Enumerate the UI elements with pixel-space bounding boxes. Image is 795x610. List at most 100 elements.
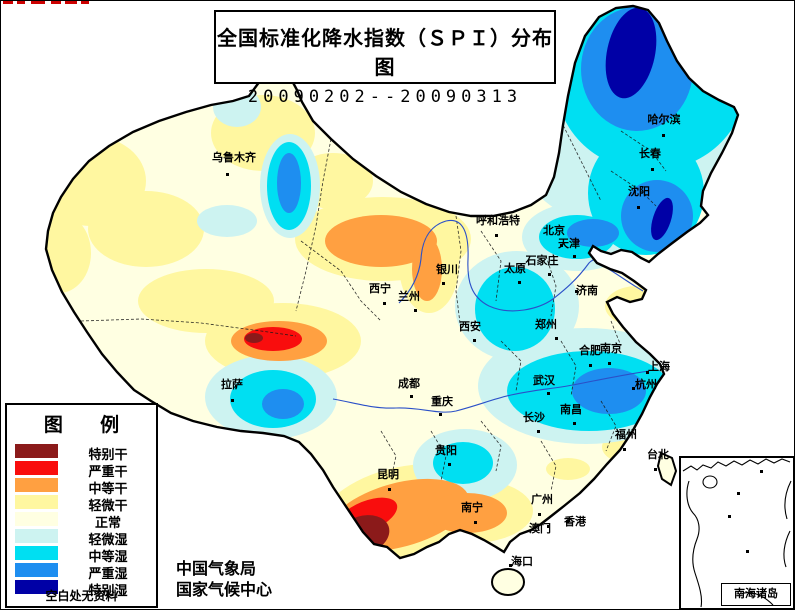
city-dot xyxy=(473,339,476,342)
color-swatch xyxy=(15,580,58,594)
city-dot xyxy=(538,513,541,516)
city-dot xyxy=(388,488,391,491)
legend-item-label: 严重干 xyxy=(88,464,128,479)
legend-item: 严重干 xyxy=(7,460,156,479)
city-dot xyxy=(560,244,563,247)
city-dot xyxy=(646,371,649,374)
footer-org: 中国气象局 国家气候中心 xyxy=(176,559,272,601)
legend-item: 中等干 xyxy=(7,477,156,496)
city-label: 太原 xyxy=(503,261,526,275)
city-dot xyxy=(608,362,611,365)
color-swatch xyxy=(15,529,58,543)
city-label: 重庆 xyxy=(431,394,453,408)
city-label: 上海 xyxy=(648,359,670,373)
legend-item: 特别干 xyxy=(7,443,156,462)
city-label: 台北 xyxy=(647,447,669,461)
city-dot xyxy=(495,234,498,237)
city-label: 香港 xyxy=(563,514,587,528)
city-label: 长沙 xyxy=(523,410,545,424)
legend-items: 特别干严重干 中等干轻微干 正常轻微湿 中等湿严重湿特别湿 xyxy=(7,443,156,598)
legend-item-label: 特别湿 xyxy=(88,583,128,598)
city-dot xyxy=(448,463,451,466)
map-title: 全国标准化降水指数（ＳＰＩ）分布图 xyxy=(217,28,553,79)
city-label: 济南 xyxy=(576,283,598,297)
city-dot xyxy=(410,395,413,398)
legend-box: 图 例 特别干严重干 中等干轻微干 正常轻微湿 中等湿严重湿特别湿 空白处无资料 xyxy=(5,403,158,608)
province-boundaries xyxy=(80,120,667,492)
city-label: 兰州 xyxy=(398,289,420,303)
city-dot xyxy=(537,430,540,433)
city-label: 福州 xyxy=(614,427,637,441)
city-label: 拉萨 xyxy=(221,377,243,391)
date-range: 20090202--20090313 xyxy=(247,87,523,107)
legend-item: 严重湿 xyxy=(7,562,156,581)
legend-title: 图 例 xyxy=(43,415,136,436)
city-dot xyxy=(662,134,665,137)
city-dot xyxy=(231,399,234,402)
city-label: 银川 xyxy=(436,262,458,276)
color-swatch xyxy=(15,478,58,492)
inset-label-box: 南海诸岛 xyxy=(721,583,791,606)
city-dot xyxy=(573,255,576,258)
city-dot xyxy=(547,525,550,528)
inset-label: 南海诸岛 xyxy=(734,588,778,600)
city-label: 成都 xyxy=(398,376,420,390)
legend-note: 空白处无资料 xyxy=(45,589,118,603)
city-dot xyxy=(442,282,445,285)
cropped-text-fragment xyxy=(3,1,89,4)
city-label: 乌鲁木齐 xyxy=(212,150,257,164)
city-label: 呼和浩特 xyxy=(476,213,520,227)
city-label: 长春 xyxy=(639,146,662,160)
city-label: 合肥 xyxy=(579,343,601,357)
city-label: 南昌 xyxy=(560,402,582,416)
city-dot xyxy=(651,168,654,171)
city-label: 南宁 xyxy=(461,500,483,514)
legend-item-label: 轻微湿 xyxy=(88,532,128,547)
city-label: 石家庄 xyxy=(525,253,559,267)
city-label: 广州 xyxy=(531,492,553,506)
city-dot xyxy=(623,448,626,451)
city-label: 哈尔滨 xyxy=(648,112,681,126)
city-dot xyxy=(654,468,657,471)
city-label: 杭州 xyxy=(635,377,657,391)
legend-item: 特别湿 xyxy=(7,579,156,598)
city-dot xyxy=(637,206,640,209)
legend-item-label: 轻微干 xyxy=(88,498,128,513)
city-dot xyxy=(414,309,417,312)
legend-item-label: 严重湿 xyxy=(88,566,128,581)
city-dot xyxy=(547,392,550,395)
city-label: 西宁 xyxy=(369,281,391,295)
city-label: 南京 xyxy=(600,341,622,355)
city-label: 澳门 xyxy=(529,521,551,535)
city-dot xyxy=(573,422,576,425)
city-dot xyxy=(474,521,477,524)
city-label: 天津 xyxy=(558,236,580,250)
city-dot xyxy=(439,413,442,416)
map-title-box: 全国标准化降水指数（ＳＰＩ）分布图 20090202--20090313 xyxy=(214,10,556,107)
org-name-line1: 中国气象局 xyxy=(176,561,257,578)
city-dot xyxy=(383,302,386,305)
taiwan-island xyxy=(656,451,678,487)
city-dot xyxy=(589,364,592,367)
city-dot xyxy=(518,281,521,284)
color-swatch xyxy=(15,444,58,458)
color-swatch xyxy=(15,461,58,475)
legend-item: 中等湿 xyxy=(7,545,156,564)
city-label: 昆明 xyxy=(377,468,399,481)
hainan-island xyxy=(491,568,525,596)
city-dot xyxy=(555,337,558,340)
city-dot xyxy=(548,273,551,276)
color-swatch xyxy=(15,563,58,577)
legend-item: 正常 xyxy=(7,511,156,530)
city-label: 武汉 xyxy=(533,373,556,387)
south-china-sea-inset: 南海诸岛 xyxy=(679,456,794,609)
china-outline xyxy=(44,4,740,560)
legend-item: 轻微湿 xyxy=(7,528,156,547)
city-dot xyxy=(575,290,578,293)
legend-item-label: 特别干 xyxy=(88,447,128,462)
city-label: 郑州 xyxy=(535,317,557,331)
city-label: 海口 xyxy=(511,554,533,568)
